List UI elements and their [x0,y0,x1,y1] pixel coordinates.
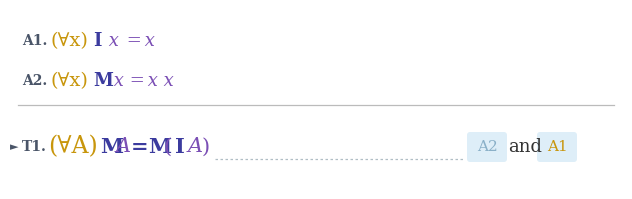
Text: A1.: A1. [22,34,47,48]
Text: =: = [124,72,145,90]
Text: (∀x): (∀x) [50,72,88,90]
Text: A: A [116,138,131,156]
Text: x: x [103,32,119,50]
Text: (: ( [163,138,171,156]
Text: I: I [93,32,102,50]
Text: =: = [131,137,149,157]
Text: ): ) [202,138,210,156]
Text: (∀A): (∀A) [48,136,98,158]
Text: x: x [139,32,155,50]
Text: (∀x): (∀x) [50,32,88,50]
Text: A2.: A2. [22,74,47,88]
Text: M: M [148,137,171,157]
Text: M: M [93,72,113,90]
Text: A: A [188,138,203,156]
Text: ►: ► [10,142,18,152]
Text: I: I [175,137,185,157]
Text: and: and [508,138,542,156]
FancyBboxPatch shape [467,132,507,162]
Text: A1: A1 [547,140,568,154]
Text: x x: x x [142,72,174,90]
Text: x: x [108,72,124,90]
Text: =: = [121,32,142,50]
FancyBboxPatch shape [537,132,577,162]
Text: T1.: T1. [22,140,47,154]
Text: A2: A2 [477,140,497,154]
Text: M: M [100,137,123,157]
